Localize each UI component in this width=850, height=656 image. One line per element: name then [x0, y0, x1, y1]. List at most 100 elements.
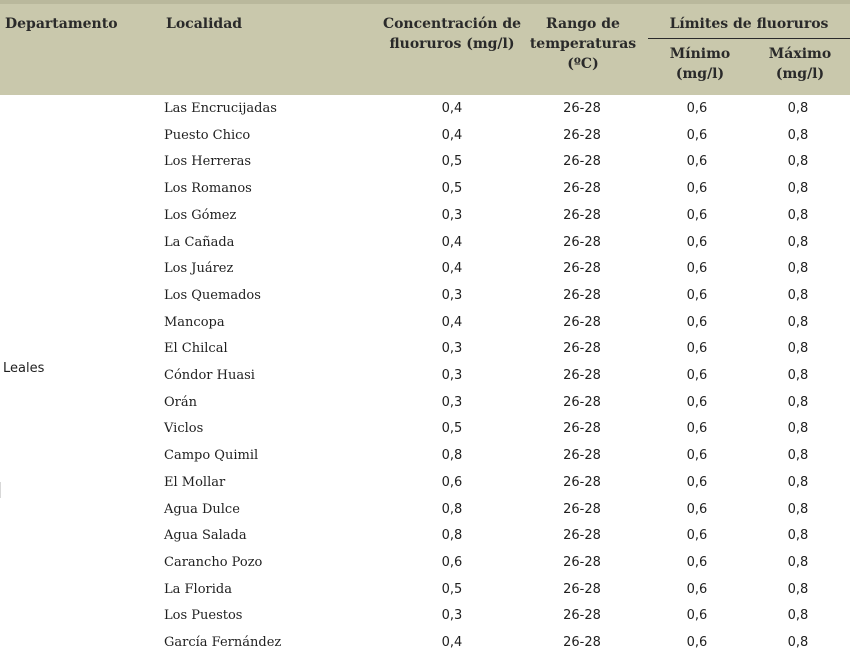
cell-minimo: 0,6: [686, 581, 708, 597]
cell-concentracion: 0,5: [441, 581, 463, 597]
cell-maximo: 0,8: [787, 421, 809, 437]
cell-maximo: 0,8: [787, 207, 809, 223]
cell-concentracion: 0,5: [441, 421, 463, 437]
cell-maximo: 0,8: [787, 528, 809, 544]
cell-concentracion: 0,3: [441, 608, 463, 624]
cell-minimo: 0,6: [686, 368, 708, 383]
cell-minimo: 0,6: [686, 474, 708, 490]
cell-minimo: 0,6: [686, 207, 708, 223]
cell-concentracion: 0,8: [441, 501, 463, 517]
cell-maximo: 0,8: [787, 608, 809, 624]
header-localidad: Localidad: [166, 16, 243, 32]
cell-rango: 26-28: [563, 287, 601, 303]
cell-minimo: 0,6: [686, 127, 708, 143]
header-concentracion: Concentración de fluoruros (mg/l): [382, 16, 522, 52]
cell-minimo: 0,6: [686, 635, 708, 650]
cell-rango: 26-28: [563, 261, 601, 277]
cell-concentracion: 0,5: [441, 154, 463, 170]
cell-maximo: 0,8: [787, 635, 809, 650]
cell-minimo: 0,6: [686, 341, 708, 357]
cell-maximo: 0,8: [787, 261, 809, 277]
cell-minimo: 0,6: [686, 287, 708, 303]
cell-concentracion: 0,4: [441, 101, 463, 116]
table-row: Los Quemados 0,3 26-28 0,6 0,8: [0, 283, 850, 309]
cell-minimo: 0,6: [686, 314, 708, 330]
cell-rango: 26-28: [563, 394, 601, 410]
cell-concentracion: 0,3: [441, 207, 463, 223]
cell-minimo: 0,6: [686, 181, 708, 197]
cell-localidad: Mancopa: [164, 314, 225, 330]
cell-localidad: El Mollar: [164, 474, 226, 490]
table-row: Agua Dulce 0,8 26-28 0,6 0,8: [0, 497, 850, 523]
table-row: Los Juárez 0,4 26-28 0,6 0,8: [0, 256, 850, 282]
cell-maximo: 0,8: [787, 341, 809, 357]
cell-rango: 26-28: [563, 314, 601, 330]
cell-minimo: 0,6: [686, 608, 708, 624]
cell-localidad: Los Quemados: [164, 287, 261, 303]
cell-concentracion: 0,4: [441, 234, 463, 250]
cell-rango: 26-28: [563, 127, 601, 143]
cell-rango: 26-28: [563, 554, 601, 570]
cell-maximo: 0,8: [787, 448, 809, 464]
cell-concentracion: 0,6: [441, 474, 463, 490]
cell-maximo: 0,8: [787, 474, 809, 490]
header-limites-fluoruros: Límites de fluoruros: [669, 16, 829, 32]
cell-minimo: 0,6: [686, 528, 708, 544]
cell-maximo: 0,8: [787, 394, 809, 410]
cell-localidad: Campo Quimil: [164, 448, 259, 464]
cell-minimo: 0,6: [686, 448, 708, 464]
cell-rango: 26-28: [563, 474, 601, 490]
cell-maximo: 0,8: [787, 368, 809, 383]
cell-localidad: El Chilcal: [164, 341, 228, 357]
table-row: Orán 0,3 26-28 0,6 0,8: [0, 390, 850, 416]
cell-maximo: 0,8: [787, 287, 809, 303]
table-row: Los Puestos 0,3 26-28 0,6 0,8: [0, 603, 850, 629]
cell-maximo: 0,8: [787, 101, 809, 116]
table-row: Mancopa 0,4 26-28 0,6 0,8: [0, 310, 850, 336]
table-row: La Cañada 0,4 26-28 0,6 0,8: [0, 230, 850, 256]
header-rango-temperaturas: Rango de temperaturas (ºC): [529, 16, 637, 72]
header-departamento: Departamento: [5, 16, 118, 32]
cell-localidad: Los Gómez: [164, 207, 237, 223]
cell-rango: 26-28: [563, 234, 601, 250]
cell-minimo: 0,6: [686, 421, 708, 437]
cell-localidad: Los Puestos: [164, 608, 243, 624]
cell-maximo: 0,8: [787, 154, 809, 170]
left-edge-mark: [0, 482, 1, 498]
cell-rango: 26-28: [563, 501, 601, 517]
cell-concentracion: 0,4: [441, 127, 463, 143]
header-limites-rule: [648, 38, 850, 39]
cell-concentracion: 0,6: [441, 554, 463, 570]
cell-rango: 26-28: [563, 207, 601, 223]
cell-localidad: García Fernández: [164, 635, 282, 650]
cell-minimo: 0,6: [686, 154, 708, 170]
cell-rango: 26-28: [563, 181, 601, 197]
table-row: Las Encrucijadas 0,4 26-28 0,6 0,8: [0, 96, 850, 122]
cell-concentracion: 0,4: [441, 314, 463, 330]
cell-localidad: Viclos: [164, 421, 204, 437]
cell-localidad: Agua Salada: [164, 528, 247, 544]
cell-concentracion: 0,3: [441, 368, 463, 383]
cell-localidad: La Cañada: [164, 234, 235, 250]
cell-concentracion: 0,8: [441, 448, 463, 464]
cell-maximo: 0,8: [787, 314, 809, 330]
cell-concentracion: 0,8: [441, 528, 463, 544]
cell-maximo: 0,8: [787, 501, 809, 517]
cell-concentracion: 0,5: [441, 181, 463, 197]
cell-concentracion: 0,3: [441, 394, 463, 410]
cell-maximo: 0,8: [787, 554, 809, 570]
cell-rango: 26-28: [563, 608, 601, 624]
header-top-strip: [0, 0, 850, 4]
cell-localidad: Los Herreras: [164, 154, 252, 170]
cell-rango: 26-28: [563, 528, 601, 544]
table-row: Los Gómez 0,3 26-28 0,6 0,8: [0, 203, 850, 229]
table-row: Puesto Chico 0,4 26-28 0,6 0,8: [0, 123, 850, 149]
header-minimo: Mínimo (mg/l): [669, 46, 731, 82]
table-row: Agua Salada 0,8 26-28 0,6 0,8: [0, 523, 850, 549]
table-row: El Mollar 0,6 26-28 0,6 0,8: [0, 470, 850, 496]
table-row: Carancho Pozo 0,6 26-28 0,6 0,8: [0, 550, 850, 576]
cell-localidad: Las Encrucijadas: [164, 101, 277, 116]
cell-maximo: 0,8: [787, 581, 809, 597]
cell-localidad: La Florida: [164, 581, 232, 597]
table-row: Campo Quimil 0,8 26-28 0,6 0,8: [0, 443, 850, 469]
